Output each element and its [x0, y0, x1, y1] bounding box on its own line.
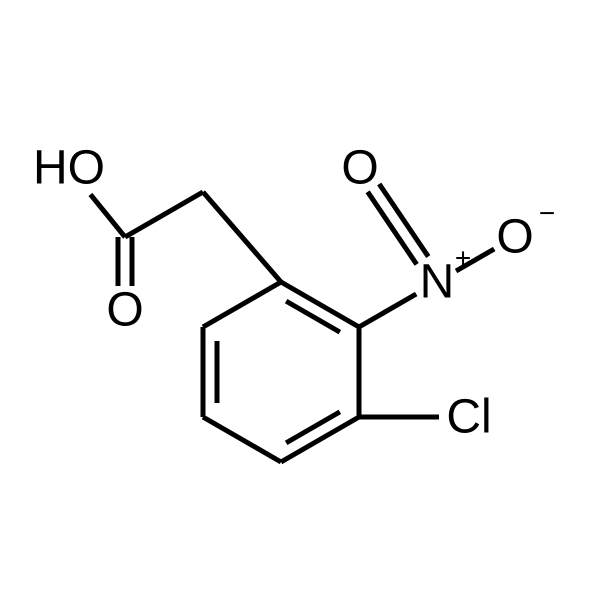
atom-label: − [539, 198, 555, 229]
molecule-diagram: OHONOOCl+− [0, 0, 600, 600]
atom-label: O [341, 142, 378, 195]
atom-label: O [106, 284, 143, 337]
bond-line [286, 412, 340, 443]
atom-label: O [496, 211, 533, 264]
atom-label: HO [33, 142, 105, 195]
atom-label: N [420, 256, 455, 309]
bond-line [90, 194, 125, 237]
bond-line [203, 192, 281, 282]
bond-line [203, 417, 281, 462]
atom-label: + [455, 243, 471, 274]
bond-line [359, 294, 416, 327]
bond-line [125, 192, 203, 237]
bond-line [203, 282, 281, 327]
atom-label: Cl [446, 391, 491, 444]
bond-line [286, 301, 340, 332]
